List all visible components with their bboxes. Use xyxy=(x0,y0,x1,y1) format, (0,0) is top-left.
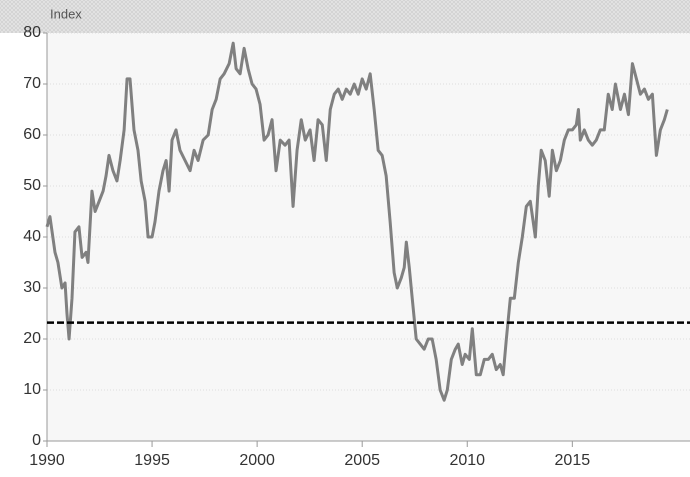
x-tick-label: 2010 xyxy=(449,452,485,469)
header-band xyxy=(0,0,690,33)
x-tick-label: 2005 xyxy=(344,452,380,469)
x-tick-label: 1990 xyxy=(29,452,65,469)
y-tick-label: 70 xyxy=(23,75,41,92)
x-tick-label: 2000 xyxy=(239,452,275,469)
x-tick-label: 1995 xyxy=(134,452,170,469)
y-tick-label: 80 xyxy=(23,24,41,41)
data-line xyxy=(45,41,669,402)
y-tick-label: 10 xyxy=(23,381,41,398)
y-tick-label: 0 xyxy=(32,432,41,449)
y-tick-label: 50 xyxy=(23,177,41,194)
y-tick-label: 40 xyxy=(23,228,41,245)
y-axis-label: Index xyxy=(50,6,82,21)
x-tick-label: 2015 xyxy=(555,452,591,469)
y-tick-label: 20 xyxy=(23,330,41,347)
y-tick-label: 30 xyxy=(23,279,41,296)
y-tick-label: 60 xyxy=(23,126,41,143)
